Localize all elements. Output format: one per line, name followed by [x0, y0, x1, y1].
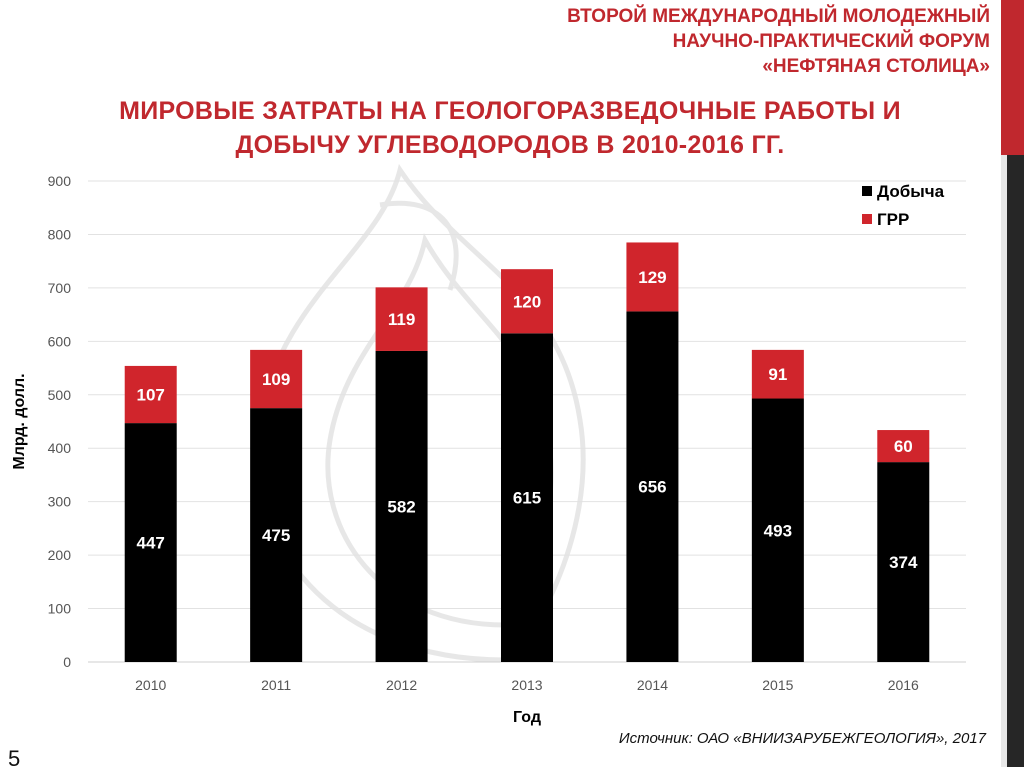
- chart-title-line: МИРОВЫЕ ЗАТРАТЫ НА ГЕОЛОГОРАЗВЕДОЧНЫЕ РА…: [119, 97, 901, 125]
- bar-dobycha: [250, 408, 303, 662]
- bar-grr: [124, 365, 177, 424]
- y-tick-label: 700: [48, 280, 72, 296]
- legend-label: ГРР: [877, 210, 909, 229]
- x-tick-label: 2010: [135, 677, 166, 693]
- data-label-grr: 119: [388, 310, 415, 329]
- bar-grr: [751, 349, 804, 399]
- legend-swatch: [862, 214, 872, 224]
- data-label-grr: 109: [262, 370, 290, 389]
- x-tick-label: 2011: [261, 677, 291, 693]
- bar-dobycha: [124, 423, 177, 662]
- bar-dobycha: [375, 350, 428, 662]
- bar-dobycha: [501, 333, 553, 662]
- stacked-bar-chart: 0 100 200 300 400 500 600 700 800 900 447 107 2010 47…: [11, 163, 966, 726]
- forum-line: ВТОРОЙ МЕЖДУНАРОДНЫЙ МОЛОДЕЖНЫЙ: [567, 6, 990, 27]
- legend-label: Добыча: [877, 182, 945, 201]
- y-tick-label: 300: [48, 494, 72, 510]
- chart-title-line: ДОБЫЧУ УГЛЕВОДОРОДОВ В 2010-2016 ГГ.: [235, 131, 785, 159]
- y-tick-label: 600: [48, 333, 72, 349]
- forum-line: НАУЧНО-ПРАКТИЧЕСКИЙ ФОРУМ: [672, 31, 990, 52]
- data-label-dobycha: 615: [513, 489, 541, 508]
- data-label-dobycha: 656: [638, 478, 666, 497]
- legend-swatch: [862, 186, 872, 196]
- y-tick-label: 200: [48, 547, 72, 563]
- y-tick-label: 900: [48, 173, 72, 189]
- bar-dobycha: [877, 462, 930, 662]
- bar-dobycha: [626, 311, 679, 662]
- data-label-grr: 120: [513, 292, 541, 311]
- y-axis-title: Млрд. долл.: [11, 373, 28, 469]
- data-label-grr: 129: [638, 268, 666, 287]
- x-tick-label: 2015: [762, 677, 793, 693]
- x-tick-label: 2016: [888, 677, 919, 693]
- chart-title: МИРОВЫЕ ЗАТРАТЫ НА ГЕОЛОГОРАЗВЕДОЧНЫЕ РА…: [40, 94, 980, 162]
- data-label-grr: 107: [137, 386, 165, 405]
- x-tick-label: 2013: [511, 677, 542, 693]
- data-label-dobycha: 493: [764, 521, 792, 540]
- bar-grr: [877, 430, 930, 463]
- y-tick-label: 100: [48, 601, 72, 617]
- y-tick-label: 500: [48, 387, 72, 403]
- data-label-grr: 60: [894, 437, 913, 456]
- side-bar-red-segment: [1001, 0, 1024, 155]
- side-bar-dark-segment: [1007, 155, 1024, 767]
- data-label-dobycha: 582: [387, 497, 415, 516]
- y-tick-label: 400: [48, 440, 72, 456]
- bar-grr: [626, 242, 679, 312]
- page-number: 5: [8, 746, 21, 771]
- x-axis-title: Год: [513, 709, 541, 726]
- forum-line: «НЕФТЯНАЯ СТОЛИЦА»: [762, 56, 990, 77]
- x-tick-label: 2014: [637, 677, 668, 693]
- data-label-grr: 91: [768, 365, 787, 384]
- data-label-dobycha: 447: [137, 534, 165, 553]
- bar-grr: [375, 287, 428, 351]
- bar-dobycha: [751, 398, 804, 662]
- data-label-dobycha: 475: [262, 526, 290, 545]
- source-note: Источник: ОАО «ВНИИЗАРУБЕЖГЕОЛОГИЯ», 201…: [618, 730, 986, 747]
- y-tick-label: 0: [63, 654, 71, 670]
- bar-grr: [250, 349, 303, 409]
- data-label-dobycha: 374: [889, 553, 918, 572]
- bar-grr: [501, 269, 553, 334]
- forum-header: ВТОРОЙ МЕЖДУНАРОДНЫЙ МОЛОДЕЖНЫЙ НАУЧНО-П…: [350, 4, 990, 79]
- decorative-side-bar: [1001, 0, 1024, 767]
- x-tick-label: 2012: [386, 677, 417, 693]
- y-tick-label: 800: [48, 226, 72, 242]
